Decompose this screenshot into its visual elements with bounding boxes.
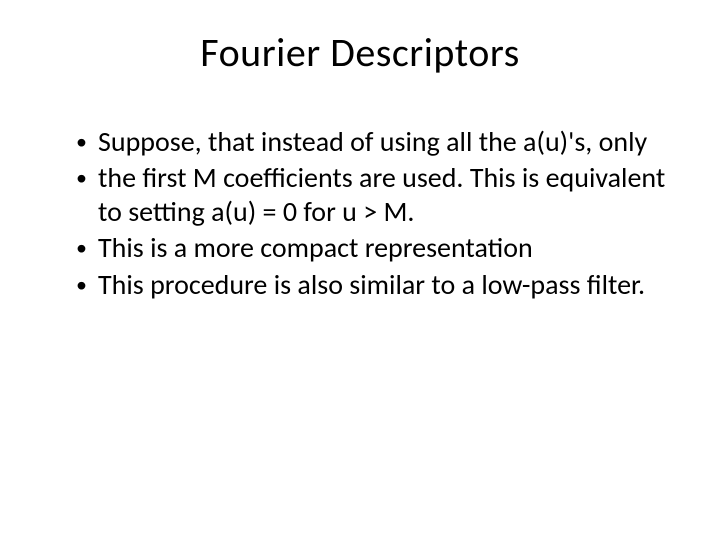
slide-title: Fourier Descriptors (50, 28, 670, 77)
list-item: the first M coefficients are used. This … (76, 161, 670, 229)
list-item: This is a more compact representation (76, 231, 670, 265)
slide-container: Fourier Descriptors Suppose, that instea… (0, 0, 720, 540)
list-item: This procedure is also similar to a low-… (76, 268, 670, 302)
bullet-list: Suppose, that instead of using all the a… (50, 125, 670, 302)
list-item: Suppose, that instead of using all the a… (76, 125, 670, 159)
